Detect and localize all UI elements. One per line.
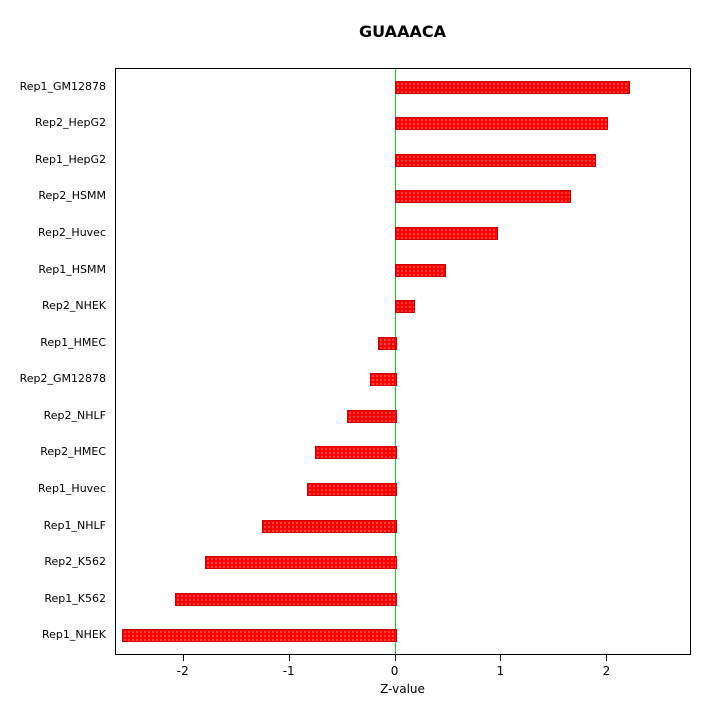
y-axis-label: Rep2_HMEC [40,445,106,459]
bar-Rep1_NHLF [262,519,397,533]
x-axis-tick [182,655,184,661]
chart-title: GUAAACA [359,22,446,41]
x-axis-title: Z-value [380,682,425,696]
y-axis-label: Rep2_HSMM [38,189,106,203]
y-axis-label: Rep1_NHLF [43,518,106,532]
y-axis-label: Rep1_NHEK [41,628,106,642]
bar-Rep1_HSMM [394,263,447,277]
y-axis-label: Rep2_Huvec [38,226,106,240]
y-axis-label: Rep1_HMEC [40,335,106,349]
x-axis-tick [500,655,502,661]
bar-Rep1_HepG2 [394,153,596,167]
y-axis-label: Rep1_K562 [44,591,106,605]
x-axis-tick [288,655,290,661]
plot-area [115,68,691,655]
bar-Rep2_GM12878 [370,373,397,387]
y-axis-label: Rep2_HepG2 [35,116,106,130]
bar-Rep1_HMEC [377,336,397,350]
bar-Rep2_NHLF [346,409,397,423]
y-axis-label: Rep2_NHLF [43,408,106,422]
bar-Rep2_NHEK [394,300,415,314]
bar-Rep2_HMEC [315,446,397,460]
bar-Rep1_K562 [175,592,397,606]
x-axis-tick [394,655,396,661]
x-axis-tick [606,655,608,661]
bar-Rep2_HSMM [394,190,572,204]
y-axis-label: Rep1_GM12878 [19,79,106,93]
bar-Rep2_Huvec [394,227,499,241]
x-axis-tick-label: -1 [282,664,295,678]
x-axis-tick-label: -2 [176,664,189,678]
x-axis-tick-label: 2 [602,664,611,678]
x-axis-tick-label: 1 [496,664,505,678]
y-axis-label: Rep1_HSMM [38,262,106,276]
y-axis-label: Rep2_K562 [44,555,106,569]
bar-Rep1_GM12878 [394,80,630,94]
bar-Rep2_HepG2 [394,117,609,131]
zero-reference-line [395,69,397,654]
bar-Rep2_K562 [205,556,397,570]
x-axis-tick-label: 0 [390,664,399,678]
bar-Rep1_NHEK [122,629,397,643]
y-axis-label: Rep2_NHEK [41,299,106,313]
y-axis-label: Rep2_GM12878 [19,372,106,386]
y-axis-label: Rep1_Huvec [38,481,106,495]
y-axis-label: Rep1_HepG2 [35,152,106,166]
bar-Rep1_Huvec [306,482,397,496]
